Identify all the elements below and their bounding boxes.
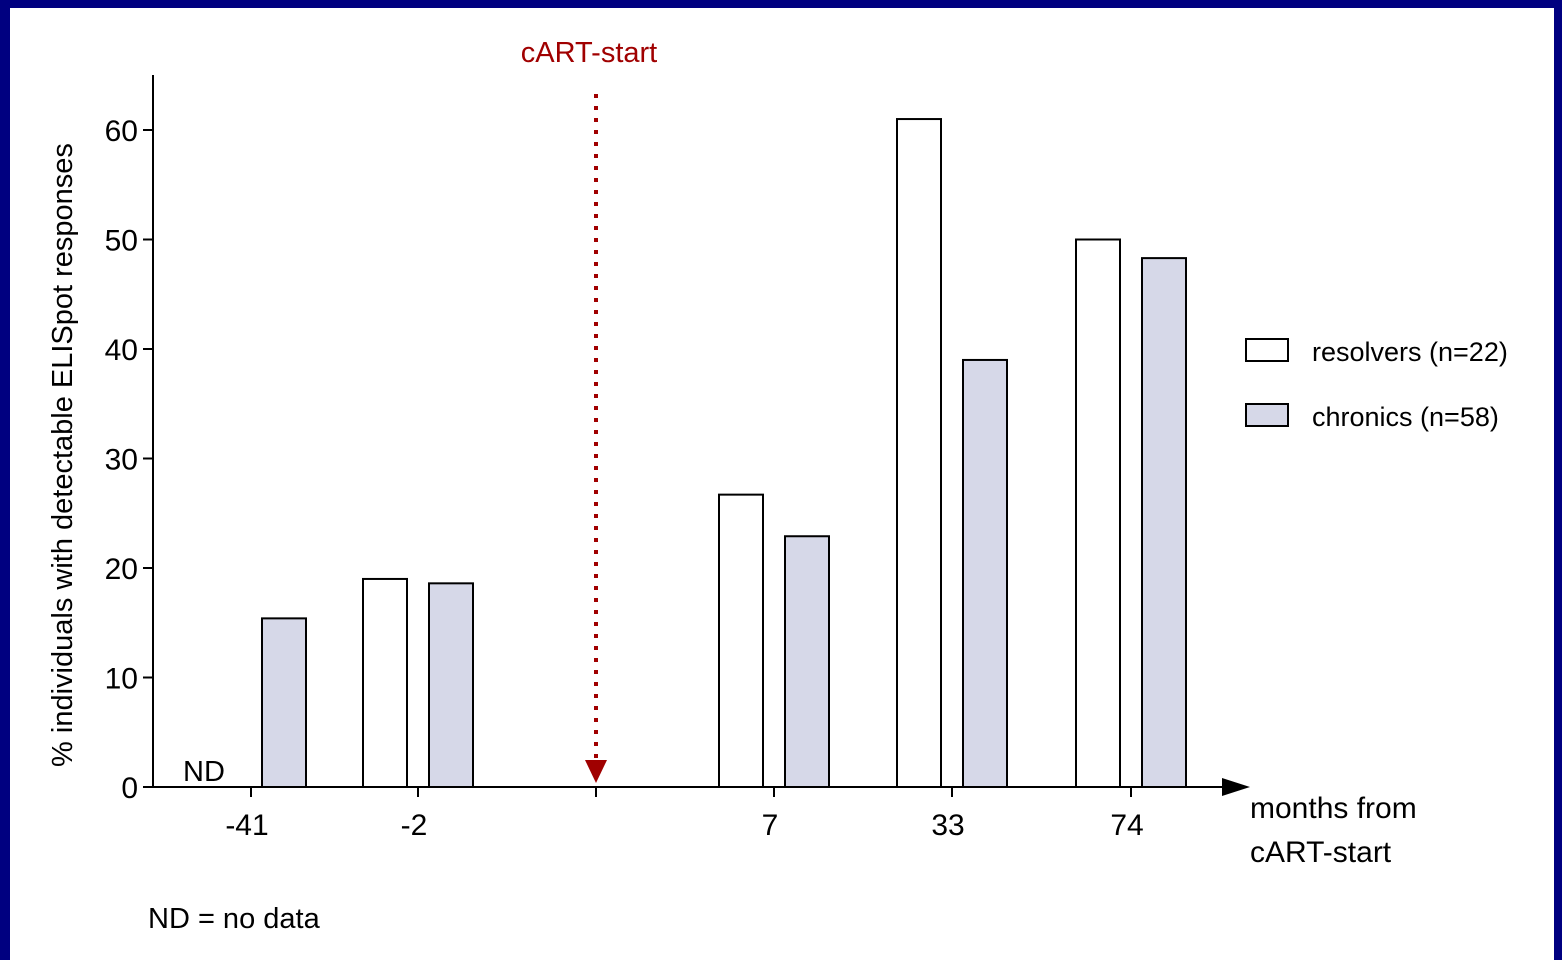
x-tick-label: -2 <box>401 809 428 842</box>
cart-start-marker: cART-start <box>521 37 657 797</box>
y-tick-label: 10 <box>105 663 138 696</box>
cart-start-arrowhead <box>585 760 607 783</box>
bars <box>261 118 1187 789</box>
x-axis: -41 -2 7 33 74 <box>143 778 1250 842</box>
bar-chronics <box>261 617 307 788</box>
y-tick-label: 40 <box>105 334 138 367</box>
bar-chronics <box>428 582 474 789</box>
frame-border-left <box>0 0 10 960</box>
footnote: ND = no data <box>148 903 321 935</box>
x-axis-title-line-1: months from <box>1250 792 1417 825</box>
bar-chronics <box>962 358 1008 788</box>
bar-chronics <box>1141 257 1187 788</box>
bar-resolvers <box>1075 238 1121 788</box>
nd-label: ND <box>183 756 225 788</box>
legend-swatch-chronics <box>1245 403 1289 427</box>
x-tick-label: 33 <box>931 809 964 842</box>
y-tick-label: 30 <box>105 444 138 477</box>
y-axis-title: % individuals with detectable ELISpot re… <box>47 143 79 767</box>
y-tick-label: 60 <box>105 115 138 148</box>
frame-border-top <box>0 0 1562 8</box>
y-tick-label: 20 <box>105 553 138 586</box>
bar-resolvers <box>362 577 408 789</box>
y-tick-label: 0 <box>121 772 138 805</box>
bar-resolvers <box>896 118 942 789</box>
x-tick-label: 7 <box>762 809 779 842</box>
y-tick-label: 50 <box>105 225 138 258</box>
legend: resolvers (n=22) chronics (n=58) <box>1245 337 1508 432</box>
frame-border-right <box>1554 0 1562 960</box>
bar-chronics <box>784 535 830 788</box>
legend-label-chronics: chronics (n=58) <box>1312 402 1499 432</box>
cart-start-label: cART-start <box>521 37 657 69</box>
bar-resolvers <box>718 493 764 788</box>
legend-label-resolvers: resolvers (n=22) <box>1312 337 1508 367</box>
x-axis-arrow <box>1222 778 1250 796</box>
y-axis: 0 10 20 30 40 50 60 <box>105 75 154 805</box>
legend-swatch-resolvers <box>1245 338 1289 362</box>
x-axis-title-line-2: cART-start <box>1250 836 1392 869</box>
x-tick-label: -41 <box>225 809 268 842</box>
x-tick-label: 74 <box>1110 809 1143 842</box>
